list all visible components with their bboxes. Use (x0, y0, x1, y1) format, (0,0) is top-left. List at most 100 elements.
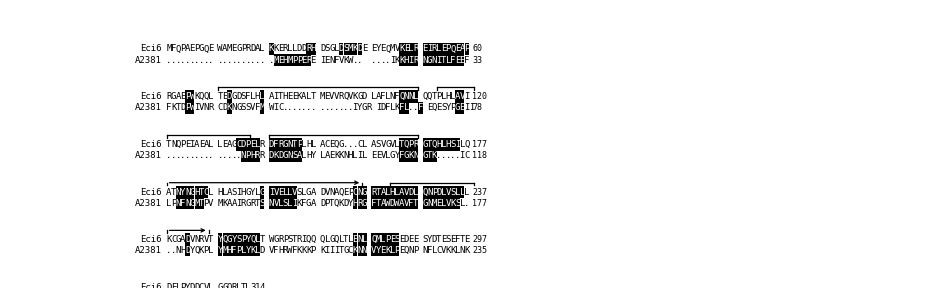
Text: G: G (361, 187, 367, 196)
Text: E: E (441, 235, 447, 244)
Text: C: C (199, 283, 204, 288)
FancyBboxPatch shape (283, 197, 288, 209)
FancyBboxPatch shape (362, 197, 367, 209)
FancyBboxPatch shape (437, 43, 441, 55)
FancyBboxPatch shape (460, 43, 464, 55)
Text: L: L (259, 44, 265, 54)
Text: A: A (310, 187, 316, 196)
Text: A: A (227, 199, 232, 208)
Text: Y: Y (348, 199, 353, 208)
Text: I: I (292, 199, 297, 208)
FancyBboxPatch shape (200, 197, 203, 209)
FancyBboxPatch shape (236, 138, 241, 151)
FancyBboxPatch shape (372, 186, 377, 198)
FancyBboxPatch shape (385, 234, 390, 246)
Text: A: A (227, 187, 232, 196)
Text: L: L (301, 187, 307, 196)
Text: E: E (464, 235, 469, 244)
FancyBboxPatch shape (241, 234, 246, 246)
Text: D: D (194, 283, 200, 288)
Text: .: . (222, 56, 228, 65)
Text: V: V (273, 187, 279, 196)
Text: .: . (320, 103, 325, 112)
Text: M: M (166, 44, 171, 54)
FancyBboxPatch shape (246, 138, 251, 151)
Text: A: A (269, 92, 274, 101)
Text: H: H (241, 187, 246, 196)
Text: G: G (343, 246, 348, 255)
Text: D: D (250, 44, 255, 54)
Text: T: T (278, 92, 284, 101)
Text: C: C (358, 140, 362, 149)
Text: W: W (269, 235, 274, 244)
Text: .: . (348, 140, 353, 149)
Text: .: . (176, 56, 181, 65)
FancyBboxPatch shape (460, 90, 464, 103)
Text: F: F (181, 199, 185, 208)
Text: Q: Q (199, 92, 204, 101)
Text: L: L (404, 103, 409, 112)
FancyBboxPatch shape (269, 43, 273, 55)
FancyBboxPatch shape (455, 102, 460, 114)
Text: K: K (306, 246, 311, 255)
Text: Y: Y (218, 235, 223, 244)
Text: W: W (394, 199, 400, 208)
FancyBboxPatch shape (460, 102, 464, 114)
Text: .: . (236, 151, 241, 160)
FancyBboxPatch shape (278, 138, 283, 151)
FancyBboxPatch shape (358, 197, 362, 209)
Text: T: T (310, 92, 316, 101)
Text: K: K (297, 92, 302, 101)
Text: D: D (278, 151, 284, 160)
Text: A: A (176, 92, 181, 101)
Text: R: R (306, 56, 311, 65)
Text: D: D (339, 44, 344, 54)
Text: R: R (259, 140, 265, 149)
FancyBboxPatch shape (446, 43, 450, 55)
Text: A: A (310, 199, 316, 208)
Text: D: D (184, 235, 190, 244)
FancyBboxPatch shape (246, 149, 251, 162)
Text: .: . (222, 151, 228, 160)
Text: G: G (422, 140, 428, 149)
Text: Q: Q (334, 199, 340, 208)
Text: H: H (348, 151, 353, 160)
Text: .: . (232, 151, 236, 160)
Text: A: A (334, 187, 340, 196)
Text: K: K (464, 246, 469, 255)
Text: H: H (446, 92, 451, 101)
Text: T: T (413, 199, 418, 208)
FancyBboxPatch shape (404, 90, 409, 103)
FancyBboxPatch shape (446, 54, 450, 66)
Text: A: A (380, 187, 386, 196)
Text: H: H (404, 56, 409, 65)
Text: Q: Q (422, 92, 428, 101)
FancyBboxPatch shape (455, 197, 460, 209)
FancyBboxPatch shape (227, 234, 232, 246)
Text: L: L (208, 92, 214, 101)
Text: .: . (199, 151, 204, 160)
FancyBboxPatch shape (432, 186, 436, 198)
FancyBboxPatch shape (190, 186, 195, 198)
Text: T: T (171, 187, 176, 196)
Text: .: . (171, 151, 176, 160)
Text: V: V (446, 187, 451, 196)
Text: K: K (166, 235, 171, 244)
Text: 3: 3 (250, 283, 255, 288)
Text: P: P (446, 44, 451, 54)
Text: G: G (236, 44, 241, 54)
Text: P: P (203, 199, 209, 208)
Text: C: C (324, 140, 330, 149)
Text: E: E (324, 92, 330, 101)
Text: .: . (232, 56, 236, 65)
FancyBboxPatch shape (353, 234, 358, 246)
Text: S: S (324, 44, 330, 54)
Text: V: V (446, 199, 451, 208)
Text: 177: 177 (472, 140, 487, 149)
Text: G: G (427, 56, 432, 65)
FancyBboxPatch shape (353, 43, 358, 55)
Text: P: P (203, 246, 209, 255)
Text: Eci6: Eci6 (140, 283, 162, 288)
Text: Y: Y (181, 187, 185, 196)
FancyBboxPatch shape (311, 43, 316, 55)
